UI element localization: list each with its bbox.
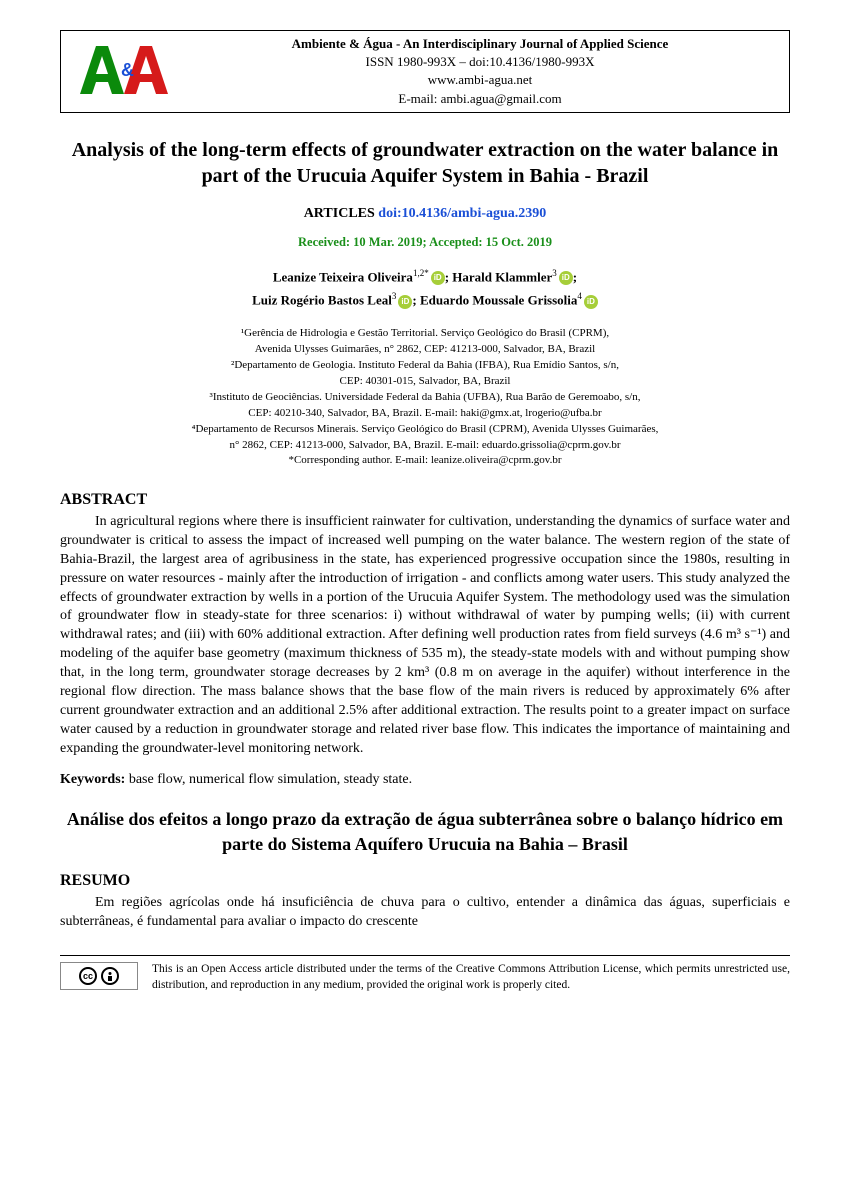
doi-link[interactable]: doi:10.4136/ambi-agua.2390 [378,206,546,221]
orcid-icon[interactable] [559,271,573,285]
article-title: Analysis of the long-term effects of gro… [60,137,790,189]
articles-label: ARTICLES [304,206,375,221]
orcid-icon[interactable] [431,271,445,285]
orcid-icon[interactable] [398,295,412,309]
resumo-body: Em regiões agrícolas onde há insuficiênc… [60,894,790,932]
license-footer: cc This is an Open Access article distri… [60,955,790,993]
journal-header: & Ambiente & Água - An Interdisciplinary… [60,30,790,113]
logo-icon: & [74,36,174,106]
keywords-line: Keywords: base flow, numerical flow simu… [60,771,790,790]
keywords-label: Keywords: [60,772,125,787]
affiliations: ¹Gerência de Hidrologia e Gestão Territo… [60,326,790,469]
license-text: This is an Open Access article distribut… [152,962,790,993]
cc-icon: cc [79,967,97,985]
orcid-icon[interactable] [584,295,598,309]
cc-by-badge[interactable]: cc [60,962,138,990]
articles-line: ARTICLES doi:10.4136/ambi-agua.2390 [60,205,790,224]
author-2: Harald Klammler [452,269,552,284]
author-1: Leanize Teixeira Oliveira [273,269,413,284]
author-4: Eduardo Moussale Grissolia [420,293,577,308]
keywords-text: base flow, numerical flow simulation, st… [125,772,412,787]
by-icon [101,967,119,985]
resumo-heading: RESUMO [60,870,790,892]
svg-text:&: & [121,60,134,80]
abstract-heading: ABSTRACT [60,489,790,511]
article-title-pt: Análise dos efeitos a longo prazo da ext… [60,807,790,856]
authors-block: Leanize Teixeira Oliveira1,2*; Harald Kl… [60,265,790,312]
journal-website: www.ambi-agua.net [179,71,781,89]
author-3: Luiz Rogério Bastos Leal [252,293,392,308]
abstract-body: In agricultural regions where there is i… [60,513,790,759]
journal-issn: ISSN 1980-993X – doi:10.4136/1980-993X [179,53,781,71]
article-dates: Received: 10 Mar. 2019; Accepted: 15 Oct… [60,234,790,251]
journal-name: Ambiente & Água - An Interdisciplinary J… [179,35,781,53]
journal-header-text: Ambiente & Água - An Interdisciplinary J… [179,35,781,108]
journal-email: E-mail: ambi.agua@gmail.com [179,90,781,108]
journal-logo: & [69,36,179,106]
